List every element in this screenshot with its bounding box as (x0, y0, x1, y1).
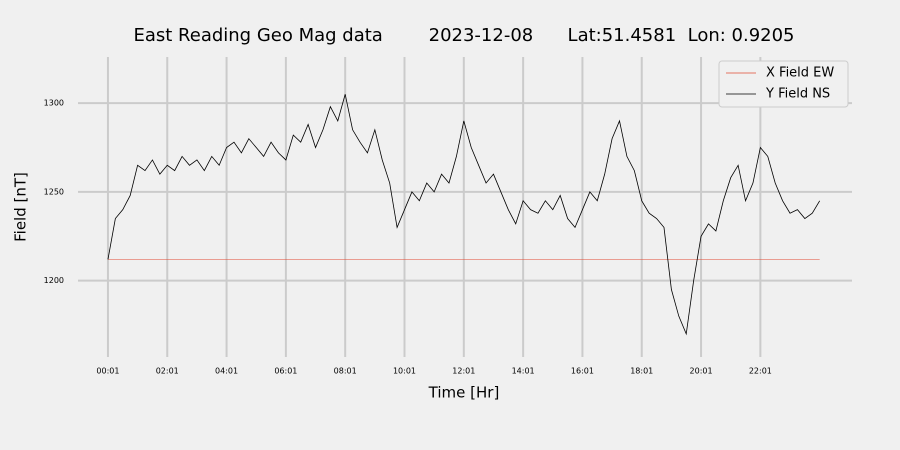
y-tick-label: 1250 (44, 187, 64, 196)
legend: X Field EW Y Field NS (718, 60, 849, 108)
x-tick-label: 16:01 (571, 367, 594, 376)
x-tick-label: 06:01 (274, 367, 297, 376)
x-tick-label: 00:01 (96, 367, 119, 376)
x-tick-label: 10:01 (393, 367, 416, 376)
x-tick-label: 04:01 (215, 367, 238, 376)
y-tick-label: 1200 (44, 276, 64, 285)
y-axis-label: Field [nT] (12, 172, 30, 242)
x-axis-label: Time [Hr] (428, 384, 500, 402)
x-tick-label: 22:01 (749, 367, 772, 376)
series-line (107, 94, 821, 336)
x-tick-label: 08:01 (334, 367, 357, 376)
x-tick-label: 14:01 (512, 367, 535, 376)
x-tick-label: 12:01 (452, 367, 475, 376)
x-tick-label: 20:01 (690, 367, 713, 376)
x-tick-label: 02:01 (156, 367, 179, 376)
chart-title: East Reading Geo Mag data 2023-12-08 Lat… (133, 25, 794, 46)
y-tick-label: 1300 (44, 99, 64, 108)
legend-box (718, 60, 849, 108)
x-tick-label: 18:01 (630, 367, 653, 376)
legend-label: X Field EW (766, 66, 834, 81)
legend-label: Y Field NS (765, 87, 830, 102)
